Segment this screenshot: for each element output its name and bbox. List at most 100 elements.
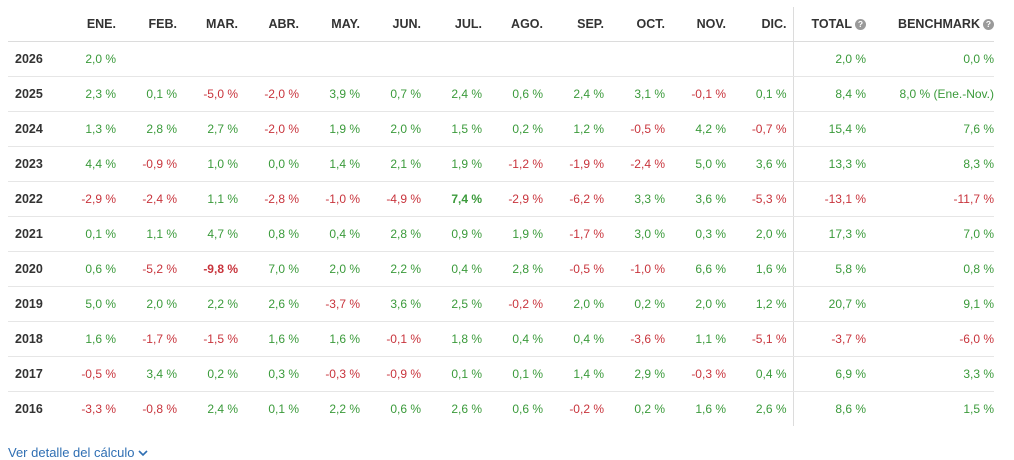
month-return-cell: 2,8 % [488, 251, 549, 287]
month-return-cell: -2,9 % [61, 181, 122, 217]
month-return-cell: 0,4 % [732, 356, 793, 392]
detail-link-label: Ver detalle del cálculo [8, 445, 135, 460]
month-header: MAY. [305, 7, 366, 42]
month-return-cell: -1,2 % [488, 146, 549, 182]
month-return-cell: 0,6 % [390, 402, 421, 416]
month-return-cell: -0,5 % [549, 251, 610, 287]
total-cell: -3,7 % [792, 321, 872, 357]
month-return-cell: 2,0 % [305, 251, 366, 287]
month-return-cell: -2,9 % [488, 181, 549, 217]
month-return-cell: 2,3 % [61, 76, 122, 112]
total-cell: 8,6 % [792, 391, 872, 426]
help-icon[interactable]: ? [983, 19, 994, 30]
table-row: 2017 -0,5 % 3,4 % 0,2 % 0,3 % -0,3 % -0,9 % 0,1… [8, 356, 994, 392]
month-return-cell: 0,2 % [634, 402, 665, 416]
month-return-cell: -5,0 % [183, 76, 244, 112]
month-return-cell: 2,4 % [549, 76, 610, 112]
month-return-cell: 1,3 % [61, 111, 122, 147]
month-return-cell: 2,4 % [207, 402, 238, 416]
month-return-cell [183, 41, 244, 77]
month-return-cell: -5,3 % [732, 181, 793, 217]
month-return-cell: -3,3 % [81, 402, 116, 416]
total-header: TOTAL? [792, 7, 872, 42]
month-header: NOV. [671, 7, 732, 42]
month-return-cell: -0,2 % [488, 286, 549, 322]
month-return-cell: 2,0 % [732, 216, 793, 252]
total-cell: 2,0 % [792, 41, 872, 77]
help-icon[interactable]: ? [855, 19, 866, 30]
month-return-cell: 2,5 % [427, 286, 488, 322]
month-return-cell: 0,1 % [732, 76, 793, 112]
month-return-cell: 1,6 % [695, 402, 726, 416]
month-return-cell: 3,0 % [610, 216, 671, 252]
benchmark-cell: 0,0 % [872, 41, 994, 77]
month-return-cell: 2,2 % [183, 286, 244, 322]
month-return-cell: -3,7 % [305, 286, 366, 322]
month-return-cell: 0,6 % [488, 76, 549, 112]
month-return-cell: -1,0 % [610, 251, 671, 287]
table-row: 2025 2,3 % 0,1 % -5,0 % -2,0 % 3,9 % 0,7 % 2,4 … [8, 76, 994, 112]
benchmark-cell: 8,3 % [872, 146, 994, 182]
month-return-cell: 1,9 % [488, 216, 549, 252]
year-cell: 2024 [8, 111, 61, 147]
month-return-cell [671, 41, 732, 77]
month-return-cell: 2,1 % [366, 146, 427, 182]
month-return-cell: 1,6 % [61, 321, 122, 357]
month-return-cell: -0,5 % [61, 356, 122, 392]
month-return-cell: -0,7 % [732, 111, 793, 147]
month-return-cell: 1,5 % [427, 111, 488, 147]
month-return-cell [488, 41, 549, 77]
table-body: 2026 2,0 % 2,0 % 0,0 % 2025 2,3 % 0,1 % -5,0 % -… [8, 41, 994, 426]
month-return-cell: 0,9 % [427, 216, 488, 252]
month-return-cell [732, 41, 793, 77]
benchmark-cell: -11,7 % [872, 181, 994, 217]
month-header: OCT. [610, 7, 671, 42]
month-return-cell: 1,4 % [549, 356, 610, 392]
month-return-cell: 0,1 % [427, 356, 488, 392]
month-return-cell: 2,7 % [183, 111, 244, 147]
month-return-cell: 3,6 % [732, 146, 793, 182]
benchmark-header-label: BENCHMARK [898, 17, 980, 31]
benchmark-cell: 7,6 % [872, 111, 994, 147]
benchmark-cell: -6,0 % [872, 321, 994, 357]
month-return-cell: 0,1 % [268, 402, 299, 416]
month-header: AGO. [488, 7, 549, 42]
month-return-cell: 0,6 % [61, 251, 122, 287]
month-return-cell: -0,1 % [366, 321, 427, 357]
year-cell: 2016 [15, 402, 43, 416]
month-return-cell: 2,0 % [549, 286, 610, 322]
month-return-cell: -0,3 % [671, 356, 732, 392]
month-return-cell: 0,4 % [305, 216, 366, 252]
month-return-cell: -0,9 % [122, 146, 183, 182]
month-return-cell: 5,0 % [671, 146, 732, 182]
month-return-cell: 4,7 % [183, 216, 244, 252]
month-return-cell: -0,2 % [569, 402, 604, 416]
table-row: 2019 5,0 % 2,0 % 2,2 % 2,6 % -3,7 % 3,6 % 2,5 %… [8, 286, 994, 322]
year-cell: 2017 [8, 356, 61, 392]
month-return-cell: 0,2 % [488, 111, 549, 147]
month-return-cell: -0,8 % [142, 402, 177, 416]
year-cell: 2021 [8, 216, 61, 252]
table-row: 2020 0,6 % -5,2 % -9,8 % 7,0 % 2,0 % 2,2 % 0,4 … [8, 251, 994, 287]
month-return-cell: -4,9 % [366, 181, 427, 217]
month-header: JUN. [366, 7, 427, 42]
month-return-cell: -2,0 % [244, 111, 305, 147]
month-return-cell: 4,2 % [671, 111, 732, 147]
benchmark-cell: 8,0 % (Ene.-Nov.) [872, 76, 994, 112]
total-cell: 20,7 % [792, 286, 872, 322]
month-return-cell: 7,4 % [427, 181, 488, 217]
month-return-cell: 2,6 % [244, 286, 305, 322]
month-return-cell: 2,4 % [427, 76, 488, 112]
total-cell: 13,3 % [792, 146, 872, 182]
month-return-cell: 0,6 % [512, 402, 543, 416]
month-return-cell: -1,0 % [305, 181, 366, 217]
year-cell: 2025 [8, 76, 61, 112]
month-return-cell: 3,3 % [610, 181, 671, 217]
detail-calculation-link[interactable]: Ver detalle del cálculo [8, 445, 149, 460]
returns-table-container: ENE. FEB. MAR. ABR. MAY. JUN. JUL. AGO. SEP. OCT.… [8, 7, 994, 426]
month-return-cell: 2,8 % [122, 111, 183, 147]
month-return-cell: 0,8 % [244, 216, 305, 252]
month-return-cell: 3,1 % [610, 76, 671, 112]
year-cell: 2020 [8, 251, 61, 287]
benchmark-cell: 3,3 % [872, 356, 994, 392]
